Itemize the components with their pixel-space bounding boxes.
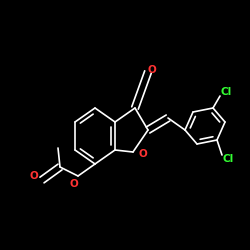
Text: O: O bbox=[138, 149, 147, 159]
Text: O: O bbox=[70, 179, 78, 189]
Text: Cl: Cl bbox=[222, 154, 234, 164]
Text: O: O bbox=[30, 171, 38, 181]
Text: O: O bbox=[148, 65, 156, 75]
Text: Cl: Cl bbox=[220, 87, 232, 97]
